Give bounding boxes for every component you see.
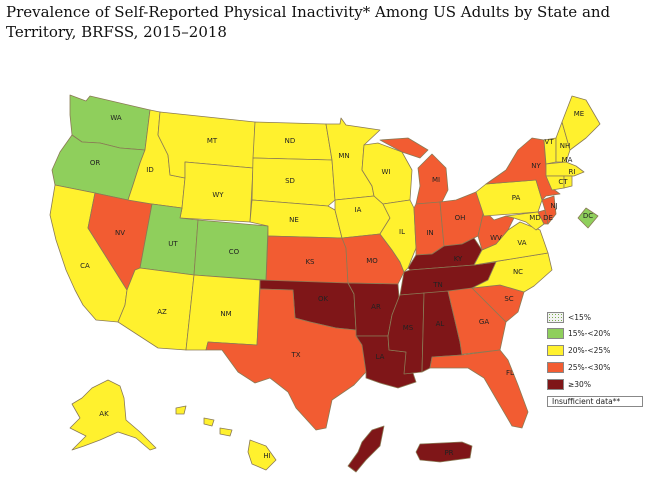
label-ks: KS — [305, 258, 315, 266]
label-ne: NE — [289, 216, 299, 224]
label-me: ME — [574, 110, 584, 118]
label-tx: TX — [290, 351, 300, 359]
label-ny: NY — [531, 162, 541, 170]
state-ri[interactable] — [563, 175, 573, 189]
label-id: ID — [146, 166, 153, 174]
state-nh[interactable] — [555, 121, 571, 163]
label-sc: SC — [504, 295, 513, 303]
state-sd[interactable] — [251, 157, 336, 207]
legend-swatch — [547, 379, 564, 390]
label-mi: MI — [432, 176, 440, 184]
label-nv: NV — [115, 229, 125, 237]
legend-item-insufficient: Insufficient data** — [547, 396, 647, 408]
label-ms: MS — [403, 324, 414, 332]
legend-label: <15% — [568, 313, 591, 322]
legend-swatch — [547, 328, 564, 339]
label-md: MD — [529, 214, 540, 222]
legend-swatch — [547, 312, 564, 323]
state-labels: WA OR CA NV ID MT WY UT CO AZ NM ND SD N… — [80, 110, 593, 460]
label-nd: ND — [285, 137, 296, 145]
label-ar: AR — [371, 303, 381, 311]
label-or: OR — [90, 159, 101, 167]
state-ak[interactable] — [69, 379, 157, 451]
map-title: Prevalence of Self-Reported Physical Ina… — [6, 3, 611, 41]
label-de: DE — [543, 214, 553, 222]
label-sd: SD — [285, 177, 295, 185]
label-tn: TN — [432, 281, 443, 289]
legend-item-30plus: ≥30% — [547, 379, 647, 391]
legend-swatch — [547, 345, 564, 356]
state-nc[interactable] — [471, 252, 553, 293]
state-ma[interactable] — [545, 161, 585, 177]
label-va: VA — [517, 239, 526, 247]
state-gu[interactable] — [347, 425, 385, 473]
state-pa[interactable] — [475, 179, 543, 217]
label-co: CO — [229, 248, 240, 256]
state-ky[interactable] — [407, 237, 483, 271]
label-dc: DC — [583, 212, 593, 220]
label-in: IN — [426, 229, 433, 237]
label-ca: CA — [80, 262, 90, 270]
legend-swatch — [547, 396, 643, 407]
label-az: AZ — [157, 308, 167, 316]
legend-item-20-25: 20%-<25% — [547, 345, 647, 357]
state-hi[interactable] — [175, 405, 277, 471]
label-vt: VT — [544, 138, 554, 146]
label-mn: MN — [338, 152, 349, 160]
legend-label: 20%-<25% — [568, 346, 611, 355]
label-nj: NJ — [550, 202, 557, 210]
state-pr[interactable] — [415, 441, 473, 463]
state-fl[interactable] — [429, 349, 529, 429]
label-ak: AK — [99, 410, 109, 418]
legend-label: Insufficient data** — [552, 397, 621, 406]
label-mo: MO — [366, 257, 378, 265]
label-wv: WV — [490, 234, 502, 242]
state-tx[interactable] — [205, 288, 367, 431]
label-nh: NH — [560, 142, 571, 150]
label-wa: WA — [110, 114, 122, 122]
legend-label: ≥30% — [568, 380, 591, 389]
state-mi[interactable] — [379, 137, 449, 205]
label-il: IL — [399, 228, 405, 236]
label-la: LA — [376, 353, 385, 361]
label-ga: GA — [479, 318, 489, 326]
legend-item-15-20: 15%-<20% — [547, 328, 647, 340]
legend-label: 15%-<20% — [568, 329, 611, 338]
legend-item-lt15: <15% — [547, 312, 647, 324]
label-mt: MT — [207, 137, 218, 145]
legend-swatch — [547, 362, 564, 373]
label-pa: PA — [512, 194, 521, 202]
label-ma: MA — [562, 156, 573, 164]
label-ok: OK — [318, 295, 329, 303]
label-ct: CT — [558, 178, 568, 186]
label-ia: IA — [355, 206, 362, 214]
label-pr: PR — [444, 449, 453, 457]
label-wi: WI — [382, 168, 391, 176]
state-me[interactable] — [561, 95, 601, 151]
legend-item-25-30: 25%-<30% — [547, 362, 647, 374]
label-hi: HI — [263, 452, 270, 460]
state-dc[interactable] — [577, 207, 599, 229]
legend-label: 25%-<30% — [568, 363, 611, 372]
label-wy: WY — [212, 191, 224, 199]
label-ky: KY — [454, 255, 463, 263]
label-al: AL — [436, 320, 445, 328]
label-ut: UT — [168, 240, 178, 248]
label-ri: RI — [569, 168, 576, 176]
label-oh: OH — [455, 214, 466, 222]
label-fl: FL — [506, 369, 514, 377]
legend: <15% 15%-<20% 20%-<25% 25%-<30% ≥30% Ins… — [547, 312, 647, 412]
state-nj[interactable] — [541, 195, 557, 225]
label-nc: NC — [513, 268, 523, 276]
label-nm: NM — [220, 310, 231, 318]
